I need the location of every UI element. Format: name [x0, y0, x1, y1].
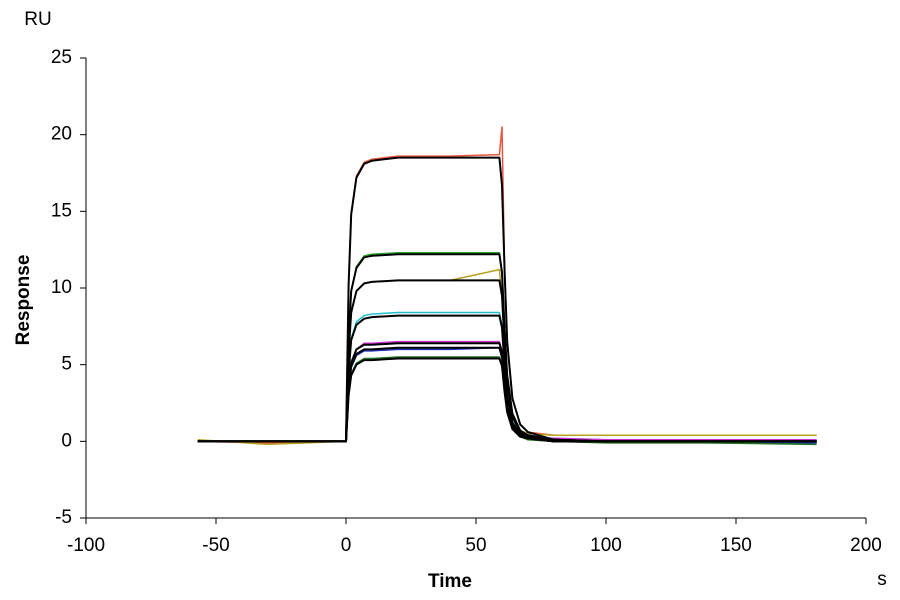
response-curve [197, 268, 817, 446]
x-axis-label: Time [428, 571, 472, 592]
x-tick-label: 50 [465, 535, 486, 556]
y-unit: RU [24, 9, 51, 30]
x-tick-label: 100 [590, 535, 622, 556]
x-tick-label: 150 [720, 535, 752, 556]
y-tick-label: 20 [51, 124, 72, 145]
y-tick-label: 10 [51, 277, 72, 298]
fit-curve [197, 156, 817, 443]
fit-curve [197, 279, 817, 443]
y-tick-label: 15 [51, 200, 72, 221]
x-tick-label: 200 [850, 535, 882, 556]
x-tick-label: -50 [202, 535, 229, 556]
fit-curve [197, 357, 817, 443]
x-unit: s [877, 569, 887, 590]
x-tick-label: 0 [341, 535, 352, 556]
x-tick-label: -100 [67, 535, 105, 556]
y-axis-label: Response [13, 255, 34, 346]
y-tick-label: 5 [61, 354, 72, 375]
y-tick-label: 25 [51, 47, 72, 68]
y-tick-label: -5 [55, 507, 72, 528]
y-tick-label: 0 [61, 430, 72, 451]
